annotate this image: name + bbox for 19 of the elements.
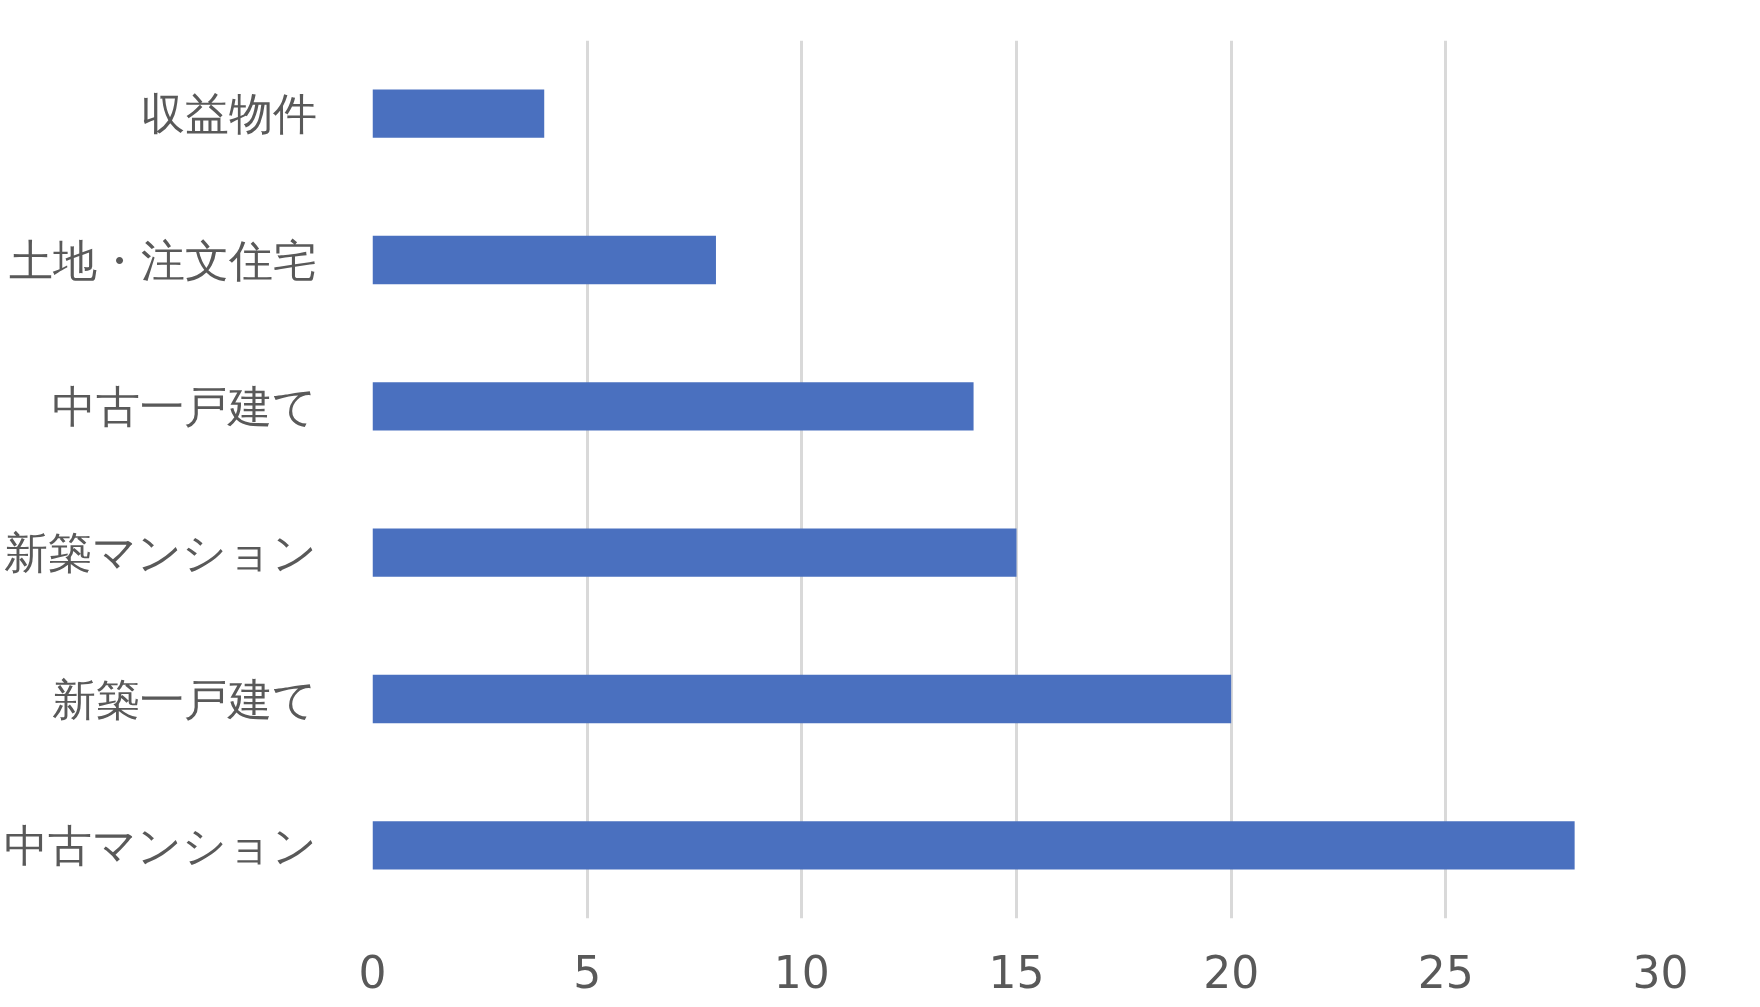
x-tick-label: 15	[988, 946, 1045, 998]
y-tick-label: 新築マンション	[3, 527, 317, 579]
y-tick-label: 収益物件	[140, 88, 317, 140]
bar	[372, 89, 545, 138]
x-tick-label: 30	[1632, 946, 1689, 998]
x-tick-label: 0	[358, 946, 387, 998]
bar	[372, 821, 1575, 870]
x-tick-label: 25	[1417, 946, 1474, 998]
y-tick-label: 新築一戸建て	[51, 673, 317, 725]
bar	[372, 235, 716, 285]
x-tick-label: 5	[573, 946, 602, 998]
bar	[372, 674, 1232, 724]
x-tick-label: 20	[1203, 946, 1260, 998]
bar	[372, 528, 1017, 577]
bar	[372, 382, 974, 431]
y-tick-label: 土地・注文住宅	[8, 234, 317, 286]
x-tick-label: 10	[773, 946, 830, 998]
y-tick-label: 中古マンション	[3, 819, 317, 871]
y-tick-label: 中古一戸建て	[51, 380, 317, 432]
